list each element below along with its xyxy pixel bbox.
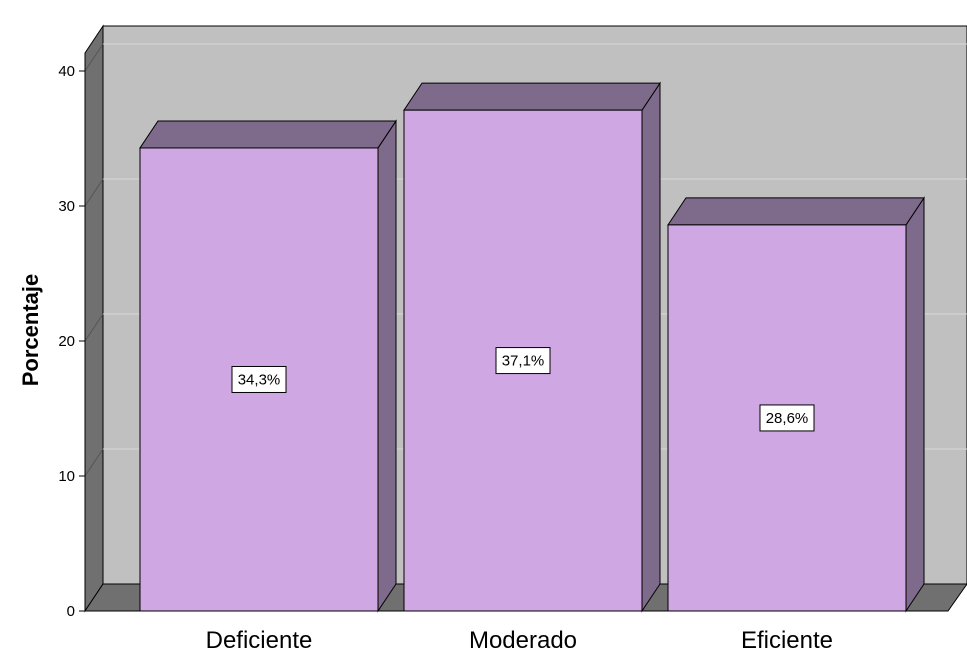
y-tick-label: 30 — [58, 198, 75, 215]
bar-top — [667, 197, 925, 226]
y-axis: 0 10 20 30 40 — [58, 61, 86, 620]
bar-side — [377, 119, 397, 613]
bar: 34,3% — [139, 119, 397, 613]
x-tick-label: Moderado — [469, 627, 577, 652]
data-label-box — [495, 347, 551, 375]
y-tick-label: 20 — [58, 333, 75, 350]
x-tick-label: Deficiente — [206, 627, 313, 652]
bar-side — [905, 196, 925, 613]
bars: 34,3% 37,1% 28,6% — [139, 81, 925, 613]
data-label: 28,6% — [766, 410, 809, 427]
x-tick-label: Eficiente — [741, 627, 833, 652]
data-label: 37,1% — [502, 353, 545, 370]
x-axis: Deficiente Moderado Eficiente — [206, 627, 833, 652]
bar-side — [641, 81, 661, 613]
bar: 28,6% — [667, 196, 925, 613]
bar-top — [139, 120, 397, 149]
data-label-box — [759, 404, 815, 432]
y-axis-title: Porcentaje — [18, 274, 43, 387]
bar-top — [403, 82, 661, 111]
data-label-box — [231, 365, 287, 393]
gridline-side — [84, 448, 104, 477]
data-label: 34,3% — [238, 371, 281, 388]
gridline-side — [84, 43, 104, 72]
gridline-side — [84, 313, 104, 342]
y-tick-label: 10 — [58, 468, 75, 485]
y-tick-label: 0 — [67, 603, 75, 620]
bar: 37,1% — [403, 81, 661, 613]
y-tick-label: 40 — [58, 63, 75, 80]
gridline-side — [84, 178, 104, 207]
